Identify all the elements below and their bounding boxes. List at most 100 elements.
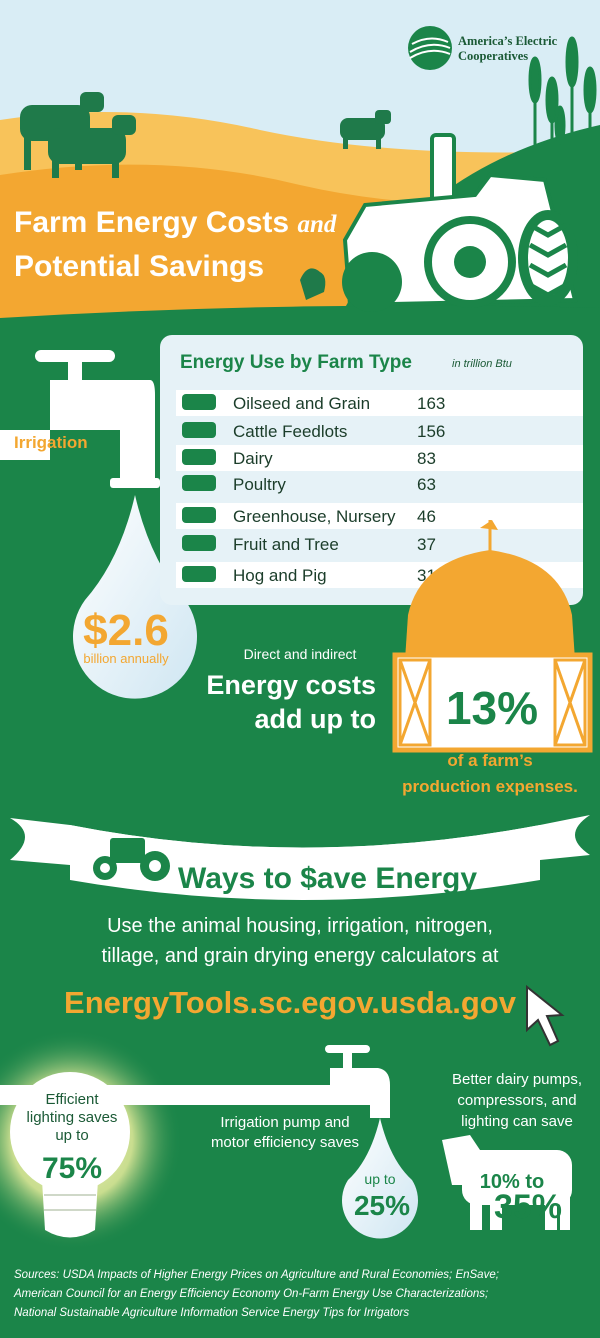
tip-value: 10% to xyxy=(480,1171,544,1193)
tip-value: 35% xyxy=(494,1188,562,1226)
logo-lines xyxy=(409,37,451,59)
sources: Sources: USDA Impacts of Higher Energy P… xyxy=(13,1269,499,1319)
tip-text: Better dairy pumps, xyxy=(452,1071,582,1088)
shape xyxy=(430,133,456,207)
small-drop xyxy=(341,1118,419,1239)
shape xyxy=(110,838,145,863)
title: Potential Savings xyxy=(14,250,264,283)
logo-text: America’s Electric xyxy=(458,34,558,48)
faucet-small xyxy=(325,1045,390,1118)
row-icon xyxy=(182,422,216,438)
shape xyxy=(342,252,402,312)
shape xyxy=(553,658,587,747)
shape xyxy=(48,128,126,164)
row-value: 163 xyxy=(417,394,445,413)
row-label: Hog and Pig xyxy=(233,566,327,585)
ways-title: Ways to $ave Energy xyxy=(178,862,477,895)
bulb xyxy=(10,1072,130,1192)
shape xyxy=(454,246,486,278)
shape xyxy=(52,158,59,178)
row-stripe xyxy=(176,445,583,471)
row-value: 46 xyxy=(417,507,436,526)
costs-note: production expenses. xyxy=(402,777,578,796)
shape xyxy=(376,135,381,149)
tip-text: motor efficiency saves xyxy=(211,1134,359,1151)
shape xyxy=(528,222,568,298)
source-line: Sources: USDA Impacts of Higher Energy P… xyxy=(14,1269,499,1281)
water-drop xyxy=(73,495,198,699)
shape xyxy=(405,550,575,660)
shape xyxy=(375,110,391,124)
tip-text: up to xyxy=(55,1127,88,1144)
row-icon xyxy=(182,475,216,491)
ways-text: tillage, and grain drying energy calcula… xyxy=(102,945,499,967)
logo: America’s Electric Cooperatives xyxy=(408,26,558,70)
shape xyxy=(325,1045,370,1053)
shape xyxy=(343,135,348,149)
shape xyxy=(545,76,559,124)
barn xyxy=(392,520,593,753)
shape xyxy=(554,105,566,145)
shape xyxy=(528,220,568,296)
tip-irrigation: Irrigation pump and motor efficiency save… xyxy=(211,1114,359,1151)
dairy-cow xyxy=(442,1135,572,1230)
shape xyxy=(565,36,579,88)
costs-note: of a farm’s xyxy=(447,751,532,770)
shape xyxy=(340,118,385,140)
shape xyxy=(528,56,542,104)
tip-text: Efficient xyxy=(45,1091,99,1108)
logo-mark xyxy=(408,26,452,70)
tip-prefix: up to xyxy=(364,1171,395,1187)
row-value: 83 xyxy=(417,449,436,468)
irrigation-amount: $2.6 xyxy=(83,606,169,655)
shape xyxy=(583,66,597,114)
source-line: American Council for an Energy Efficienc… xyxy=(13,1288,488,1300)
shape xyxy=(462,1150,572,1205)
row-icon xyxy=(182,507,216,523)
wheat xyxy=(528,36,597,170)
costs-line: add up to xyxy=(255,704,376,734)
table-unit: in trillion Btu xyxy=(452,358,512,370)
table-title: Energy Use by Farm Type xyxy=(180,352,412,373)
tip-text: Irrigation pump and xyxy=(220,1114,349,1131)
shape xyxy=(398,658,432,747)
costs-percent: 13% xyxy=(446,682,538,734)
row-label: Poultry xyxy=(233,475,286,494)
bulb-thread xyxy=(44,1194,96,1211)
row-icon xyxy=(182,566,216,582)
row-label: Cattle Feedlots xyxy=(233,422,347,441)
shape xyxy=(0,380,155,480)
row-label: Oilseed and Grain xyxy=(233,394,370,413)
ribbon-center xyxy=(70,825,540,900)
costs-line: Energy costs xyxy=(206,670,376,700)
title-and: and xyxy=(297,211,336,238)
faucet xyxy=(0,350,160,488)
shape xyxy=(442,1135,480,1185)
row-label: Greenhouse, Nursery xyxy=(233,507,396,526)
tip-text: lighting can save xyxy=(461,1113,573,1130)
shape xyxy=(480,520,498,530)
shape xyxy=(24,135,31,170)
shape xyxy=(343,1050,352,1070)
row-value: 63 xyxy=(417,475,436,494)
shape xyxy=(68,355,82,385)
costs-intro: Direct and indirect xyxy=(244,646,357,662)
ways-url: EnergyTools.sc.egov.usda.gov xyxy=(64,985,517,1020)
shape xyxy=(80,92,104,112)
shape xyxy=(330,1068,390,1118)
irrigation-note: billion annually xyxy=(83,651,169,666)
shape xyxy=(112,158,119,178)
tractor-icon xyxy=(93,838,170,881)
row-value: 37 xyxy=(417,535,436,554)
cursor xyxy=(526,984,565,1047)
row-icon xyxy=(182,394,216,410)
shape xyxy=(110,478,160,488)
row-label: Dairy xyxy=(233,449,273,468)
shape xyxy=(149,860,161,872)
source-line: National Sustainable Agriculture Informa… xyxy=(14,1307,409,1319)
shape xyxy=(560,1195,570,1230)
